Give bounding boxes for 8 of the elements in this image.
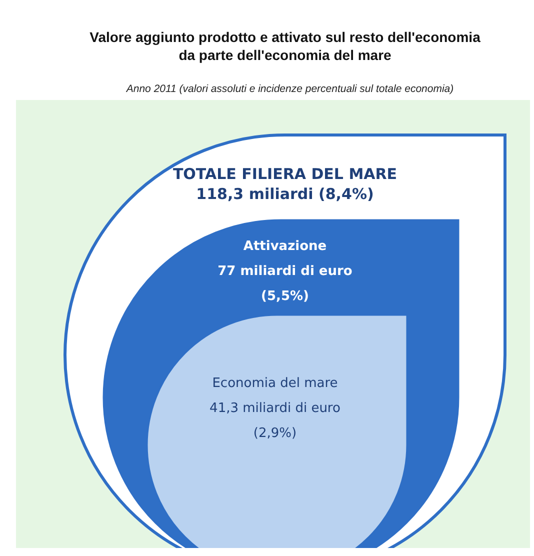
category-label: Economia del mare bbox=[212, 376, 338, 392]
text: Valore aggiunto prodotto e attivato sul resto dell'economia da parte dell'economia del mare bbox=[90, 29, 481, 63]
data-label: 77 miliardi di euro (5,5%) bbox=[218, 264, 352, 304]
text: Anno 2011 (valori assoluti e incidenze percentuali sul totale economia) bbox=[125, 83, 454, 95]
data-label: 118,3 miliardi (8,4%) bbox=[196, 185, 374, 203]
category-label: Attivazione bbox=[243, 239, 327, 254]
category-label: TOTALE FILIERA DEL MARE bbox=[172, 165, 398, 183]
data-label: 41,3 miliardi di euro (2,9%) bbox=[210, 401, 340, 442]
